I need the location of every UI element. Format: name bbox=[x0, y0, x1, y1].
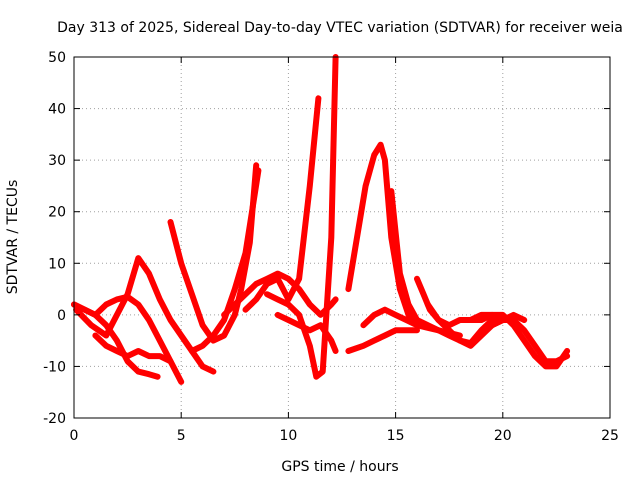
y-tick-label: 0 bbox=[57, 308, 66, 324]
series-pass-5 bbox=[167, 162, 260, 344]
y-tick-label: 10 bbox=[48, 256, 66, 272]
plot-frame bbox=[73, 56, 611, 419]
grid bbox=[74, 57, 610, 418]
y-tick-label: -20 bbox=[43, 411, 66, 427]
x-tick-label: 25 bbox=[601, 428, 619, 444]
x-tick-label: 10 bbox=[279, 428, 297, 444]
series-pass-11 bbox=[345, 141, 420, 329]
y-tick-label: -10 bbox=[43, 359, 66, 375]
x-tick-label: 15 bbox=[387, 428, 405, 444]
series-pass-3 bbox=[73, 255, 217, 375]
series-pass-17 bbox=[467, 311, 571, 370]
x-tick-label: 20 bbox=[494, 428, 512, 444]
series-pass-10 bbox=[274, 311, 339, 354]
series-pass-8 bbox=[242, 95, 322, 313]
series-layer bbox=[71, 54, 571, 385]
series-pass-7 bbox=[221, 270, 339, 318]
series-pass-9 bbox=[264, 54, 339, 380]
x-tick-label: 0 bbox=[70, 428, 79, 444]
series-pass-6 bbox=[188, 167, 262, 354]
series-pass-15 bbox=[414, 275, 517, 329]
chart-title: Day 313 of 2025, Sidereal Day-to-day VTE… bbox=[57, 20, 623, 36]
series-pass-14 bbox=[388, 188, 506, 347]
y-tick-label: 20 bbox=[48, 205, 66, 221]
series-pass-18 bbox=[489, 317, 571, 365]
series-pass-4 bbox=[92, 332, 174, 365]
y-tick-label: 50 bbox=[48, 50, 66, 66]
x-tick-label: 5 bbox=[177, 428, 186, 444]
series-pass-12 bbox=[345, 327, 420, 354]
axes: 0 5 10 15 20 25 -20 -10 0 10 20 30 40 50 bbox=[43, 50, 619, 444]
y-tick-label: 30 bbox=[48, 153, 66, 169]
y-axis-label: SDTVAR / TECUs bbox=[5, 180, 21, 295]
x-axis-label: GPS time / hours bbox=[281, 459, 398, 475]
y-tick-label: 40 bbox=[48, 102, 66, 118]
